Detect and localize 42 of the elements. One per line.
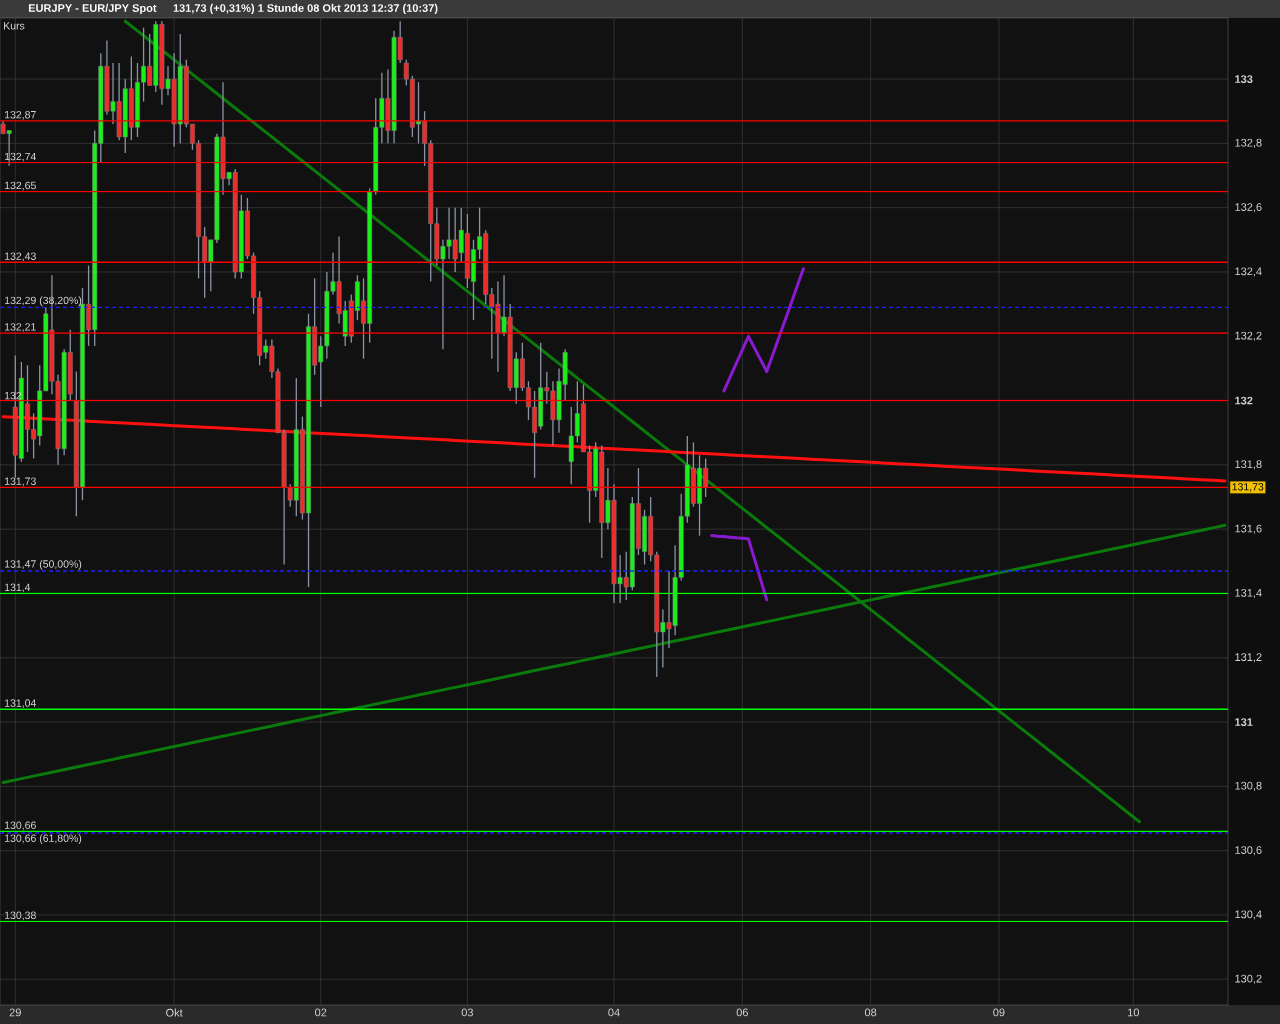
- x-tick-label: Okt: [166, 1008, 183, 1017]
- ref-line-label: 131,47 (50,00%): [5, 559, 82, 570]
- y-tick-label: 130,6: [1235, 846, 1262, 856]
- chart-subtitle: 131,73 (+0,31%) 1 Stunde 08 Okt 2013 12:37 (10:37): [173, 3, 438, 15]
- ref-line-label: 132,43: [5, 252, 36, 262]
- y-tick-label: 131,6: [1235, 524, 1262, 534]
- chart-title: EURJPY - EUR/JPY Spot: [28, 3, 157, 15]
- line-series: [722, 267, 805, 393]
- ref-line-label: 131,73: [5, 477, 36, 487]
- x-tick-label: 09: [993, 1008, 1005, 1017]
- x-tick-label: 29: [9, 1008, 21, 1017]
- y-tick-label: 132,6: [1235, 203, 1262, 213]
- x-tick-label: 04: [608, 1008, 620, 1017]
- y-tick-label: 131,2: [1235, 653, 1262, 663]
- ref-line-label: 131,04: [5, 699, 36, 709]
- y-tick-label: 130,8: [1235, 781, 1262, 791]
- y-tick-label: 132,2: [1235, 331, 1262, 341]
- ref-line-label: 132,87: [5, 111, 36, 120]
- x-tick-label: 10: [1128, 1008, 1139, 1017]
- x-tick-label: 08: [864, 1008, 877, 1017]
- ref-line-label: 132,29 (38,20%): [5, 296, 82, 307]
- ref-line-label: 130,38: [5, 911, 36, 921]
- y-tick-label: 131,4: [1235, 588, 1262, 599]
- ref-line-label: 131,4: [5, 583, 31, 593]
- x-tick-label: 02: [315, 1008, 327, 1017]
- ref-line-label: 132,21: [5, 323, 36, 332]
- ref-line-label: 130,66: [5, 821, 36, 831]
- annotation: Kurs: [4, 22, 25, 30]
- y-tick-label: 132: [1235, 396, 1253, 405]
- x-tick-label: 06: [736, 1008, 748, 1017]
- y-tick-label: 133: [1235, 75, 1253, 83]
- y-tick-label: 131: [1235, 718, 1253, 726]
- y-tick-label: 132,8: [1235, 138, 1262, 148]
- annotation: 131,73: [1232, 483, 1264, 492]
- ref-line-label: 132,65: [5, 181, 36, 191]
- y-tick-label: 130,4: [1235, 910, 1262, 920]
- y-tick-label: 132,4: [1235, 267, 1262, 277]
- y-tick-label: 131,8: [1235, 460, 1262, 470]
- line-series: [710, 534, 769, 602]
- y-tick-label: 130,2: [1235, 974, 1262, 984]
- ref-line-label: 130,66 (61,80%): [5, 834, 82, 844]
- x-tick-label: 03: [461, 1008, 474, 1017]
